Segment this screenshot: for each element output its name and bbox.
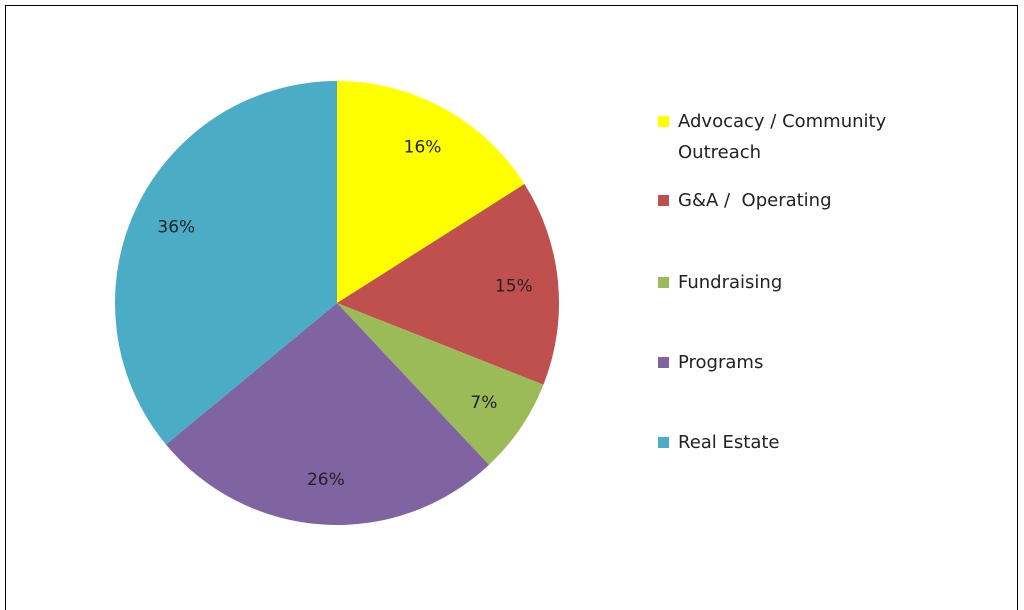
data-label: 26% [307, 470, 345, 490]
data-label: 7% [470, 393, 497, 413]
pie-slice [114, 80, 337, 445]
pie-slice [165, 303, 489, 525]
legend-entry: G&A / Operating [658, 185, 948, 216]
frame [5, 5, 1018, 610]
legend-label: Advocacy / Community Outreach [678, 111, 892, 163]
legend-label: Real Estate [678, 432, 780, 453]
data-label: 36% [157, 217, 195, 237]
legend-label: Programs [678, 352, 764, 373]
legend-label: Fundraising [678, 272, 783, 293]
pie-slice [337, 184, 559, 385]
legend-swatch [658, 357, 669, 368]
legend-swatch [658, 437, 669, 448]
pie-slice [337, 303, 544, 465]
data-label: 16% [404, 137, 442, 157]
legend-entry: Advocacy / Community Outreach [658, 106, 948, 168]
data-label: 15% [495, 276, 533, 296]
legend-swatch [658, 195, 669, 206]
legend-entry: Programs [658, 347, 948, 378]
pie-slice [337, 81, 525, 303]
legend-entry: Real Estate [658, 427, 948, 458]
legend-swatch [658, 277, 669, 288]
legend-swatch [658, 116, 669, 127]
legend-entry: Fundraising [658, 267, 948, 298]
legend-label: G&A / Operating [678, 190, 832, 211]
